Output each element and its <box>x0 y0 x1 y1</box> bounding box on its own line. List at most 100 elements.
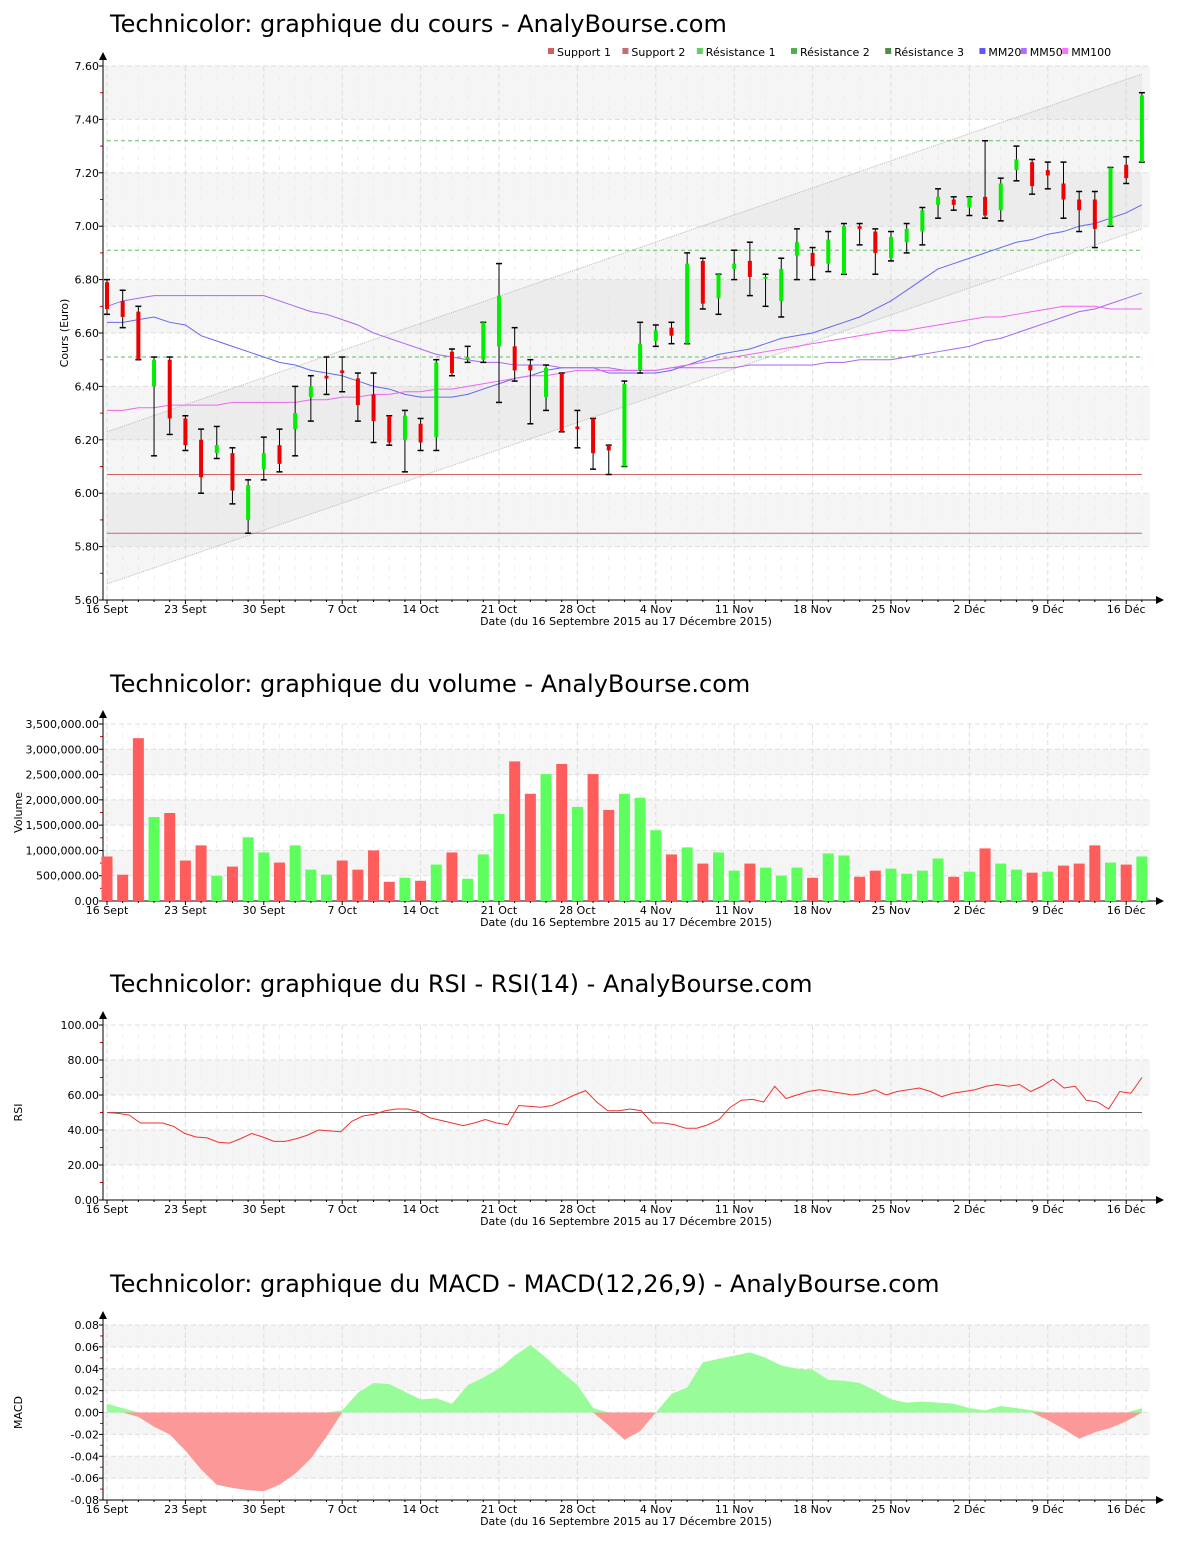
y-tick-label: 0.08 <box>75 1319 100 1332</box>
legend-swatch-icon <box>979 48 986 54</box>
candlestick <box>605 444 612 476</box>
price-chart: 5.60 5.80 6.00 6.20 6.40 6.60 6.80 7.00 7.20 7.40… <box>58 46 1164 628</box>
volume-bar <box>195 845 207 901</box>
volume-bar <box>963 871 975 901</box>
grid-band <box>103 1368 1150 1391</box>
volume-bar <box>713 852 725 901</box>
volume-bar <box>587 774 599 901</box>
candlestick <box>715 273 722 316</box>
candlestick <box>276 428 283 473</box>
y-tick-label: 80.00 <box>68 1054 100 1067</box>
x-axis-arrow-icon <box>1156 1496 1164 1504</box>
volume-bar <box>979 848 991 901</box>
candlestick <box>119 289 126 329</box>
volume-bar <box>916 870 928 901</box>
y-tick-label: 0.06 <box>75 1341 100 1354</box>
candlestick <box>307 374 314 422</box>
x-tick-label: 2 Déc <box>954 603 986 616</box>
candlestick <box>1091 190 1098 249</box>
y-tick-label: 0.00 <box>75 1407 100 1420</box>
y-tick-label: 500,000.00 <box>36 870 99 883</box>
candlestick <box>511 326 518 382</box>
x-axis-title: Date (du 16 Septembre 2015 au 17 Décembr… <box>480 1215 772 1228</box>
candlestick <box>260 436 267 481</box>
x-axis-title: Date (du 16 Septembre 2015 au 17 Décembr… <box>480 615 772 628</box>
volume-bar <box>242 837 254 901</box>
x-tick-label: 7 Oct <box>327 603 357 616</box>
candlestick <box>856 222 863 246</box>
x-tick-label: 16 Déc <box>1107 904 1146 917</box>
legend-swatch-icon <box>885 48 892 54</box>
x-tick-label: 14 Oct <box>402 1503 439 1516</box>
y-axis-arrow-icon <box>99 710 107 718</box>
candlestick <box>496 262 502 404</box>
volume-bar <box>1010 869 1022 901</box>
x-tick-label: 18 Nov <box>793 1503 832 1516</box>
volume-bar <box>885 868 897 901</box>
x-axis-arrow-icon <box>1156 1196 1164 1204</box>
x-tick-label: 16 Sept <box>86 904 129 917</box>
volume-bar <box>901 873 913 901</box>
candlestick <box>151 356 158 457</box>
volume-bar <box>995 863 1007 901</box>
x-tick-label: 28 Oct <box>559 1503 596 1516</box>
volume-bar <box>775 875 787 901</box>
volume-chart: 0.00 500,000.00 1,000,000.00 1,500,000.00 2,… <box>12 710 1164 929</box>
y-tick-label: 7.40 <box>75 113 100 126</box>
volume-bar <box>399 877 411 901</box>
x-tick-label: 30 Sept <box>243 603 286 616</box>
candlestick <box>778 257 785 318</box>
candlestick <box>699 257 706 310</box>
y-tick-label: 0.04 <box>75 1363 100 1376</box>
volume-bar <box>697 863 709 901</box>
candlestick <box>668 321 675 345</box>
candlestick <box>354 372 361 422</box>
volume-bar <box>1136 856 1148 901</box>
candlestick <box>684 252 691 345</box>
y-tick-label: 100.00 <box>61 1019 100 1032</box>
candlestick <box>135 305 142 361</box>
volume-bar <box>477 854 489 901</box>
volume-bar <box>462 878 474 901</box>
candlestick <box>574 409 581 449</box>
candlestick <box>182 415 189 452</box>
candlestick <box>935 188 942 219</box>
candlestick <box>840 222 847 276</box>
volume-bar <box>368 850 380 901</box>
volume-bar <box>556 763 568 901</box>
grid-band <box>103 1130 1150 1165</box>
x-tick-label: 14 Oct <box>402 603 439 616</box>
candlestick <box>386 415 393 446</box>
volume-bar <box>226 866 238 901</box>
candlestick <box>997 177 1004 222</box>
x-axis-title: Date (du 16 Septembre 2015 au 17 Décembr… <box>480 1515 772 1528</box>
x-tick-label: 9 Déc <box>1032 1503 1064 1516</box>
legend-swatch-icon <box>1062 48 1069 54</box>
x-tick-label: 16 Déc <box>1107 1203 1146 1216</box>
ma-line-mm20 <box>107 204 1143 398</box>
volume-bar <box>524 793 536 901</box>
x-tick-label: 7 Oct <box>327 1203 357 1216</box>
x-tick-label: 9 Déc <box>1032 1203 1064 1216</box>
y-tick-label: 6.20 <box>75 434 100 447</box>
legend-swatch-icon <box>791 48 797 54</box>
y-tick-label: 6.00 <box>75 487 100 500</box>
ma-line-mm100 <box>107 305 1142 411</box>
x-tick-label: 28 Oct <box>559 904 596 917</box>
x-tick-label: 16 Sept <box>86 1203 129 1216</box>
volume-bar <box>948 876 960 901</box>
volume-bar <box>540 774 552 901</box>
volume-bar <box>807 877 819 901</box>
x-tick-label: 11 Nov <box>715 904 754 917</box>
x-tick-label: 23 Sept <box>164 1203 207 1216</box>
volume-bar <box>305 869 317 901</box>
y-axis-title: MACD <box>12 1396 25 1429</box>
candlestick <box>982 140 989 219</box>
x-tick-label: 14 Oct <box>402 1203 439 1216</box>
volume-bar <box>1120 864 1132 901</box>
trend-upper-line <box>106 73 1143 433</box>
x-tick-label: 16 Déc <box>1107 1503 1146 1516</box>
volume-bar <box>1105 862 1117 901</box>
x-tick-label: 4 Nov <box>640 1203 672 1216</box>
volume-bar <box>1042 871 1054 901</box>
